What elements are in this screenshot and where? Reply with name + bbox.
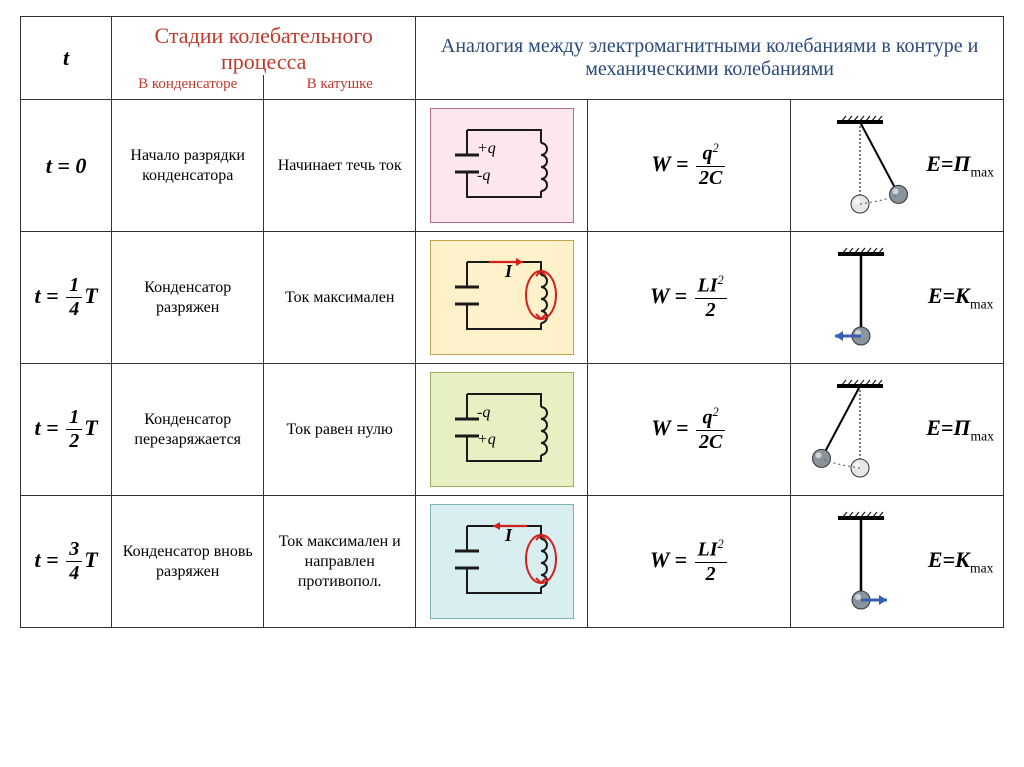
svg-text:+q: +q	[477, 140, 496, 157]
col-header-analogy: Аналогия между электромагнитными колебан…	[416, 17, 1004, 100]
pendulum-icon	[801, 242, 921, 354]
capacitor-state: Конденсатор вновь разряжен	[112, 496, 264, 628]
svg-text:I: I	[504, 261, 513, 281]
table-row: t = 0Начало разрядки конденсатораНачинае…	[21, 100, 1004, 232]
lc-circuit-diagram: I	[430, 504, 574, 619]
energy-formula-W: W = q22C	[588, 364, 791, 496]
pendulum-icon	[800, 110, 920, 222]
svg-text:-q: -q	[477, 404, 490, 421]
mechanical-analogy-cell: E=Пmax	[791, 364, 1004, 496]
mechanical-analogy-cell: E=Кmax	[791, 496, 1004, 628]
inductor-state: Начинает течь ток	[264, 100, 416, 232]
circuit-diagram-cell: I	[416, 496, 588, 628]
lc-circuit-diagram: I	[430, 240, 574, 355]
mechanical-analogy-cell: E=Пmax	[791, 100, 1004, 232]
oscillation-table: t Стадии колебательного процесса Аналоги…	[20, 16, 1004, 628]
table-row: t = 34TКонденсатор вновь разряженТок мак…	[21, 496, 1004, 628]
mechanical-analogy-cell: E=Кmax	[791, 232, 1004, 364]
table-row: t = 14TКонденсатор разряженТок максимале…	[21, 232, 1004, 364]
energy-formula-W: W = LI22	[588, 232, 791, 364]
circuit-diagram-cell: +q -q	[416, 100, 588, 232]
col-subheader-inductor: В катушке	[264, 75, 416, 100]
circuit-diagram-cell: I	[416, 232, 588, 364]
time-cell: t = 34T	[21, 496, 112, 628]
pendulum-icon	[800, 374, 920, 486]
col-header-t: t	[21, 17, 112, 100]
energy-formula-W: W = LI22	[588, 496, 791, 628]
capacitor-state: Конденсатор перезаряжается	[112, 364, 264, 496]
col-subheader-capacitor: В конденсаторе	[112, 75, 264, 100]
time-cell: t = 14T	[21, 232, 112, 364]
time-cell: t = 0	[21, 100, 112, 232]
energy-formula-W: W = q22C	[588, 100, 791, 232]
table-row: t = 12TКонденсатор перезаряжаетсяТок рав…	[21, 364, 1004, 496]
lc-circuit-diagram: +q -q	[430, 108, 574, 223]
circuit-diagram-cell: -q +q	[416, 364, 588, 496]
inductor-state: Ток равен нулю	[264, 364, 416, 496]
pendulum-icon	[801, 506, 921, 618]
inductor-state: Ток максимален и направлен противопол.	[264, 496, 416, 628]
capacitor-state: Конденсатор разряжен	[112, 232, 264, 364]
time-cell: t = 12T	[21, 364, 112, 496]
inductor-state: Ток максимален	[264, 232, 416, 364]
col-header-stages: Стадии колебательного процесса	[112, 17, 416, 76]
capacitor-state: Начало разрядки конденсатора	[112, 100, 264, 232]
svg-text:+q: +q	[477, 431, 496, 448]
svg-text:I: I	[504, 525, 513, 545]
svg-text:-q: -q	[477, 167, 490, 184]
lc-circuit-diagram: -q +q	[430, 372, 574, 487]
